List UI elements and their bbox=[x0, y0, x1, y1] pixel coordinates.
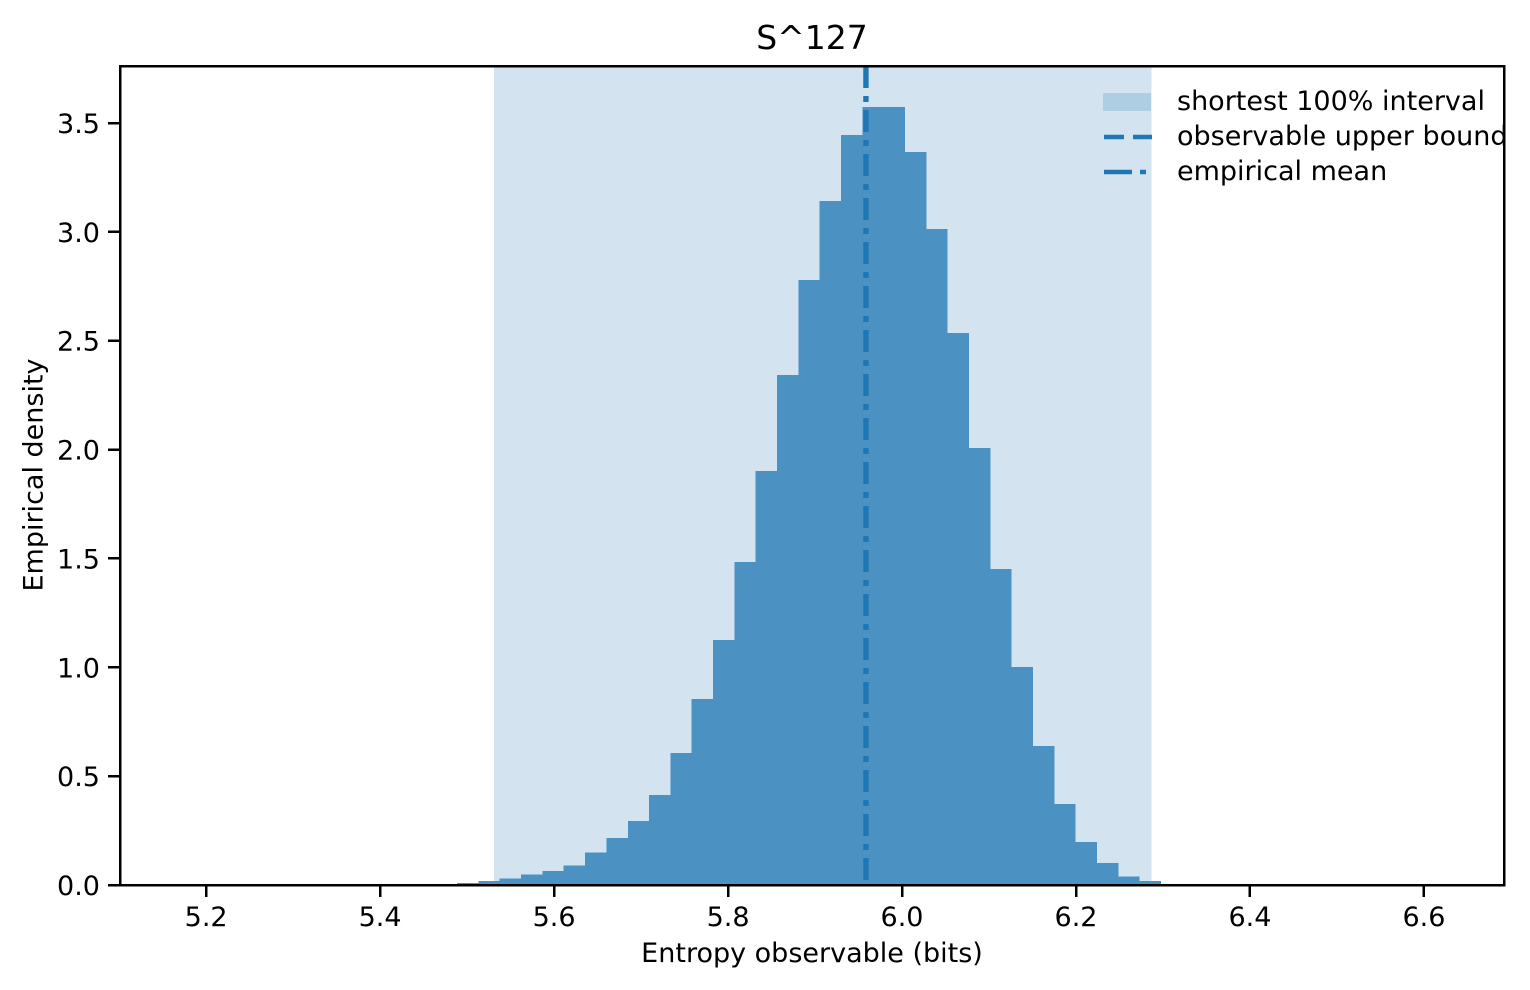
interval-patch-sample bbox=[1103, 92, 1153, 112]
legend-item-upper-bound-label: observable upper bound bbox=[1177, 121, 1508, 152]
x-tick-label: 5.2 bbox=[185, 902, 228, 933]
histogram-bar bbox=[819, 200, 842, 885]
legend-item-upper-bound: observable upper bound bbox=[1103, 119, 1508, 154]
histogram-bar bbox=[627, 820, 650, 885]
histogram-bar bbox=[883, 107, 905, 885]
y-tick-label: 2.0 bbox=[57, 436, 100, 467]
histogram-bar bbox=[1032, 746, 1055, 885]
x-tick-label: 6.4 bbox=[1229, 902, 1272, 933]
legend-item-mean-label: empirical mean bbox=[1177, 156, 1388, 187]
histogram-bar bbox=[542, 870, 564, 885]
histogram-bar bbox=[649, 795, 671, 885]
y-axis-label: Empirical density bbox=[18, 358, 50, 592]
histogram-bar bbox=[1054, 804, 1076, 885]
histogram-bar bbox=[1075, 841, 1097, 885]
histogram-bar bbox=[713, 640, 735, 885]
y-tick-label: 3.0 bbox=[57, 218, 100, 249]
histogram-bar bbox=[1118, 876, 1140, 885]
histogram-bar bbox=[798, 279, 820, 886]
histogram-bar bbox=[691, 699, 714, 885]
x-tick-label: 6.0 bbox=[881, 902, 924, 933]
histogram-bar bbox=[521, 874, 543, 885]
legend: shortest 100% interval observable upper … bbox=[1103, 84, 1508, 189]
histogram-bar bbox=[969, 448, 991, 885]
x-tick-label: 5.8 bbox=[707, 902, 750, 933]
y-tick-label: 1.0 bbox=[57, 653, 100, 684]
x-tick-label: 5.4 bbox=[359, 902, 402, 933]
histogram-bar bbox=[499, 878, 522, 885]
histogram-bar bbox=[1011, 667, 1033, 885]
histogram-bar bbox=[947, 333, 970, 885]
legend-item-interval: shortest 100% interval bbox=[1103, 84, 1508, 119]
x-tick-label: 5.6 bbox=[533, 902, 576, 933]
histogram-bar bbox=[734, 561, 756, 885]
histogram-bar bbox=[777, 374, 799, 885]
dashdot-line-sample bbox=[1103, 162, 1153, 182]
x-axis-label: Entropy observable (bits) bbox=[641, 938, 983, 969]
y-tick-label: 2.5 bbox=[57, 327, 100, 358]
chart-title: S^127 bbox=[756, 18, 868, 57]
legend-item-mean: empirical mean bbox=[1103, 154, 1508, 189]
y-tick-label: 0.5 bbox=[57, 762, 100, 793]
histogram-bar bbox=[478, 881, 500, 885]
histogram-bar bbox=[990, 569, 1012, 885]
x-tick-label: 6.2 bbox=[1055, 902, 1098, 933]
histogram-bar bbox=[606, 838, 628, 885]
histogram-bar bbox=[755, 470, 778, 885]
histogram-bar bbox=[841, 135, 863, 885]
legend-item-interval-label: shortest 100% interval bbox=[1177, 86, 1485, 117]
histogram-bar bbox=[670, 753, 692, 885]
dashed-line-sample bbox=[1103, 127, 1153, 147]
y-tick-label: 1.5 bbox=[57, 544, 100, 575]
histogram-bar bbox=[585, 852, 607, 885]
y-tick-label: 3.5 bbox=[57, 109, 100, 140]
x-tick-label: 6.6 bbox=[1402, 902, 1445, 933]
histogram-bar bbox=[563, 865, 586, 885]
y-tick-label: 0.0 bbox=[57, 871, 100, 902]
histogram-bar bbox=[904, 151, 927, 886]
axes-spines bbox=[118, 64, 1506, 887]
histogram-bar bbox=[926, 229, 948, 885]
histogram-bar bbox=[1096, 863, 1119, 885]
histogram-bar bbox=[1139, 881, 1162, 885]
